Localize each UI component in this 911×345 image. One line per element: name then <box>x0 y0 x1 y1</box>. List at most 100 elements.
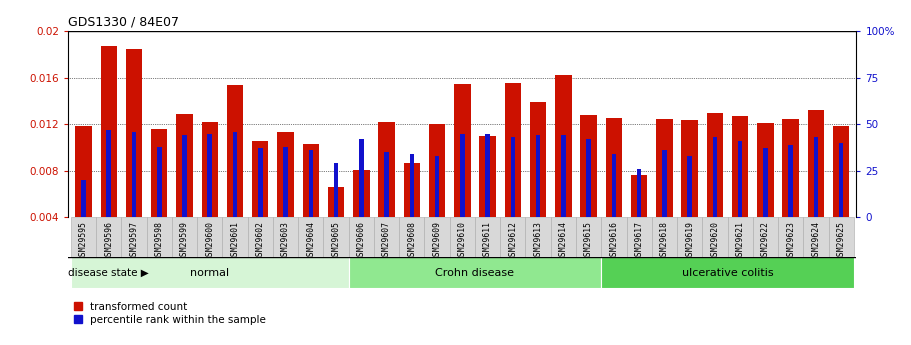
Text: GDS1330 / 84E07: GDS1330 / 84E07 <box>68 16 179 29</box>
Text: GSM29595: GSM29595 <box>79 220 88 259</box>
Bar <box>662 150 667 217</box>
Bar <box>182 135 187 217</box>
Text: GSM29613: GSM29613 <box>534 220 543 259</box>
FancyBboxPatch shape <box>197 217 222 257</box>
Text: GSM29625: GSM29625 <box>836 220 845 259</box>
Text: ulcerative colitis: ulcerative colitis <box>681 268 773 277</box>
FancyBboxPatch shape <box>526 217 551 257</box>
Bar <box>757 123 773 264</box>
Bar <box>151 129 168 264</box>
Text: GSM29602: GSM29602 <box>256 220 265 259</box>
Bar <box>132 132 137 217</box>
Text: GSM29599: GSM29599 <box>180 220 189 259</box>
Bar <box>429 124 445 264</box>
Text: GSM29616: GSM29616 <box>609 220 619 259</box>
Bar <box>712 137 717 217</box>
Bar <box>536 135 540 217</box>
FancyBboxPatch shape <box>248 217 273 257</box>
Text: GSM29622: GSM29622 <box>761 220 770 259</box>
Bar <box>580 116 597 264</box>
FancyBboxPatch shape <box>147 217 172 257</box>
Text: GSM29605: GSM29605 <box>332 220 341 259</box>
FancyBboxPatch shape <box>425 217 450 257</box>
Text: GSM29606: GSM29606 <box>357 220 366 259</box>
Bar <box>157 147 161 217</box>
FancyBboxPatch shape <box>677 217 702 257</box>
FancyBboxPatch shape <box>323 217 349 257</box>
FancyBboxPatch shape <box>500 217 526 257</box>
Text: GSM29607: GSM29607 <box>382 220 391 259</box>
Text: GSM29604: GSM29604 <box>306 220 315 259</box>
Bar <box>177 114 193 264</box>
FancyBboxPatch shape <box>551 217 576 257</box>
Text: Crohn disease: Crohn disease <box>435 268 515 277</box>
Bar <box>126 49 142 264</box>
Bar <box>454 84 471 264</box>
Bar <box>384 152 389 217</box>
FancyBboxPatch shape <box>172 217 197 257</box>
FancyBboxPatch shape <box>450 217 475 257</box>
Bar <box>839 143 844 217</box>
Bar <box>808 110 824 264</box>
Bar <box>486 134 490 217</box>
Text: GSM29601: GSM29601 <box>230 220 240 259</box>
Text: GSM29612: GSM29612 <box>508 220 517 259</box>
Bar <box>587 139 591 217</box>
FancyBboxPatch shape <box>702 217 728 257</box>
FancyBboxPatch shape <box>298 217 323 257</box>
Bar <box>76 126 92 264</box>
FancyBboxPatch shape <box>222 217 248 257</box>
Text: GSM29598: GSM29598 <box>155 220 164 259</box>
Text: GSM29621: GSM29621 <box>736 220 744 259</box>
Text: GSM29597: GSM29597 <box>129 220 138 259</box>
Bar <box>479 136 496 264</box>
Bar <box>283 147 288 217</box>
Bar <box>309 150 313 217</box>
FancyBboxPatch shape <box>576 217 601 257</box>
Bar <box>681 120 698 264</box>
Bar <box>688 156 692 217</box>
FancyBboxPatch shape <box>651 217 677 257</box>
Bar <box>763 148 768 217</box>
Bar <box>302 144 319 264</box>
Text: normal: normal <box>190 268 230 277</box>
FancyBboxPatch shape <box>601 217 627 257</box>
Bar <box>252 141 269 264</box>
FancyBboxPatch shape <box>349 217 374 257</box>
FancyBboxPatch shape <box>374 217 399 257</box>
Bar <box>814 137 818 217</box>
Text: GSM29596: GSM29596 <box>104 220 113 259</box>
Bar <box>232 132 237 217</box>
Bar <box>258 148 262 217</box>
FancyBboxPatch shape <box>399 217 425 257</box>
Bar <box>378 122 394 264</box>
Bar <box>404 163 420 264</box>
Bar <box>328 187 344 264</box>
Bar <box>71 257 349 288</box>
FancyBboxPatch shape <box>71 217 96 257</box>
Text: disease state ▶: disease state ▶ <box>67 268 148 277</box>
Bar <box>201 122 218 264</box>
FancyBboxPatch shape <box>96 217 121 257</box>
Text: GSM29623: GSM29623 <box>786 220 795 259</box>
Legend: transformed count, percentile rank within the sample: transformed count, percentile rank withi… <box>74 302 266 325</box>
Bar <box>100 46 117 264</box>
Text: GSM29610: GSM29610 <box>458 220 466 259</box>
Bar <box>561 135 566 217</box>
Text: GSM29609: GSM29609 <box>433 220 442 259</box>
Bar <box>353 170 370 264</box>
Bar <box>410 154 415 217</box>
Bar <box>555 75 571 264</box>
Bar <box>227 85 243 264</box>
Bar <box>81 180 86 217</box>
Bar <box>349 257 601 288</box>
Text: GSM29600: GSM29600 <box>205 220 214 259</box>
FancyBboxPatch shape <box>273 217 298 257</box>
Bar <box>530 102 547 264</box>
Text: GSM29619: GSM29619 <box>685 220 694 259</box>
Bar <box>107 130 111 217</box>
Bar <box>707 112 723 264</box>
FancyBboxPatch shape <box>475 217 500 257</box>
Bar <box>277 132 293 264</box>
Bar <box>637 169 641 217</box>
